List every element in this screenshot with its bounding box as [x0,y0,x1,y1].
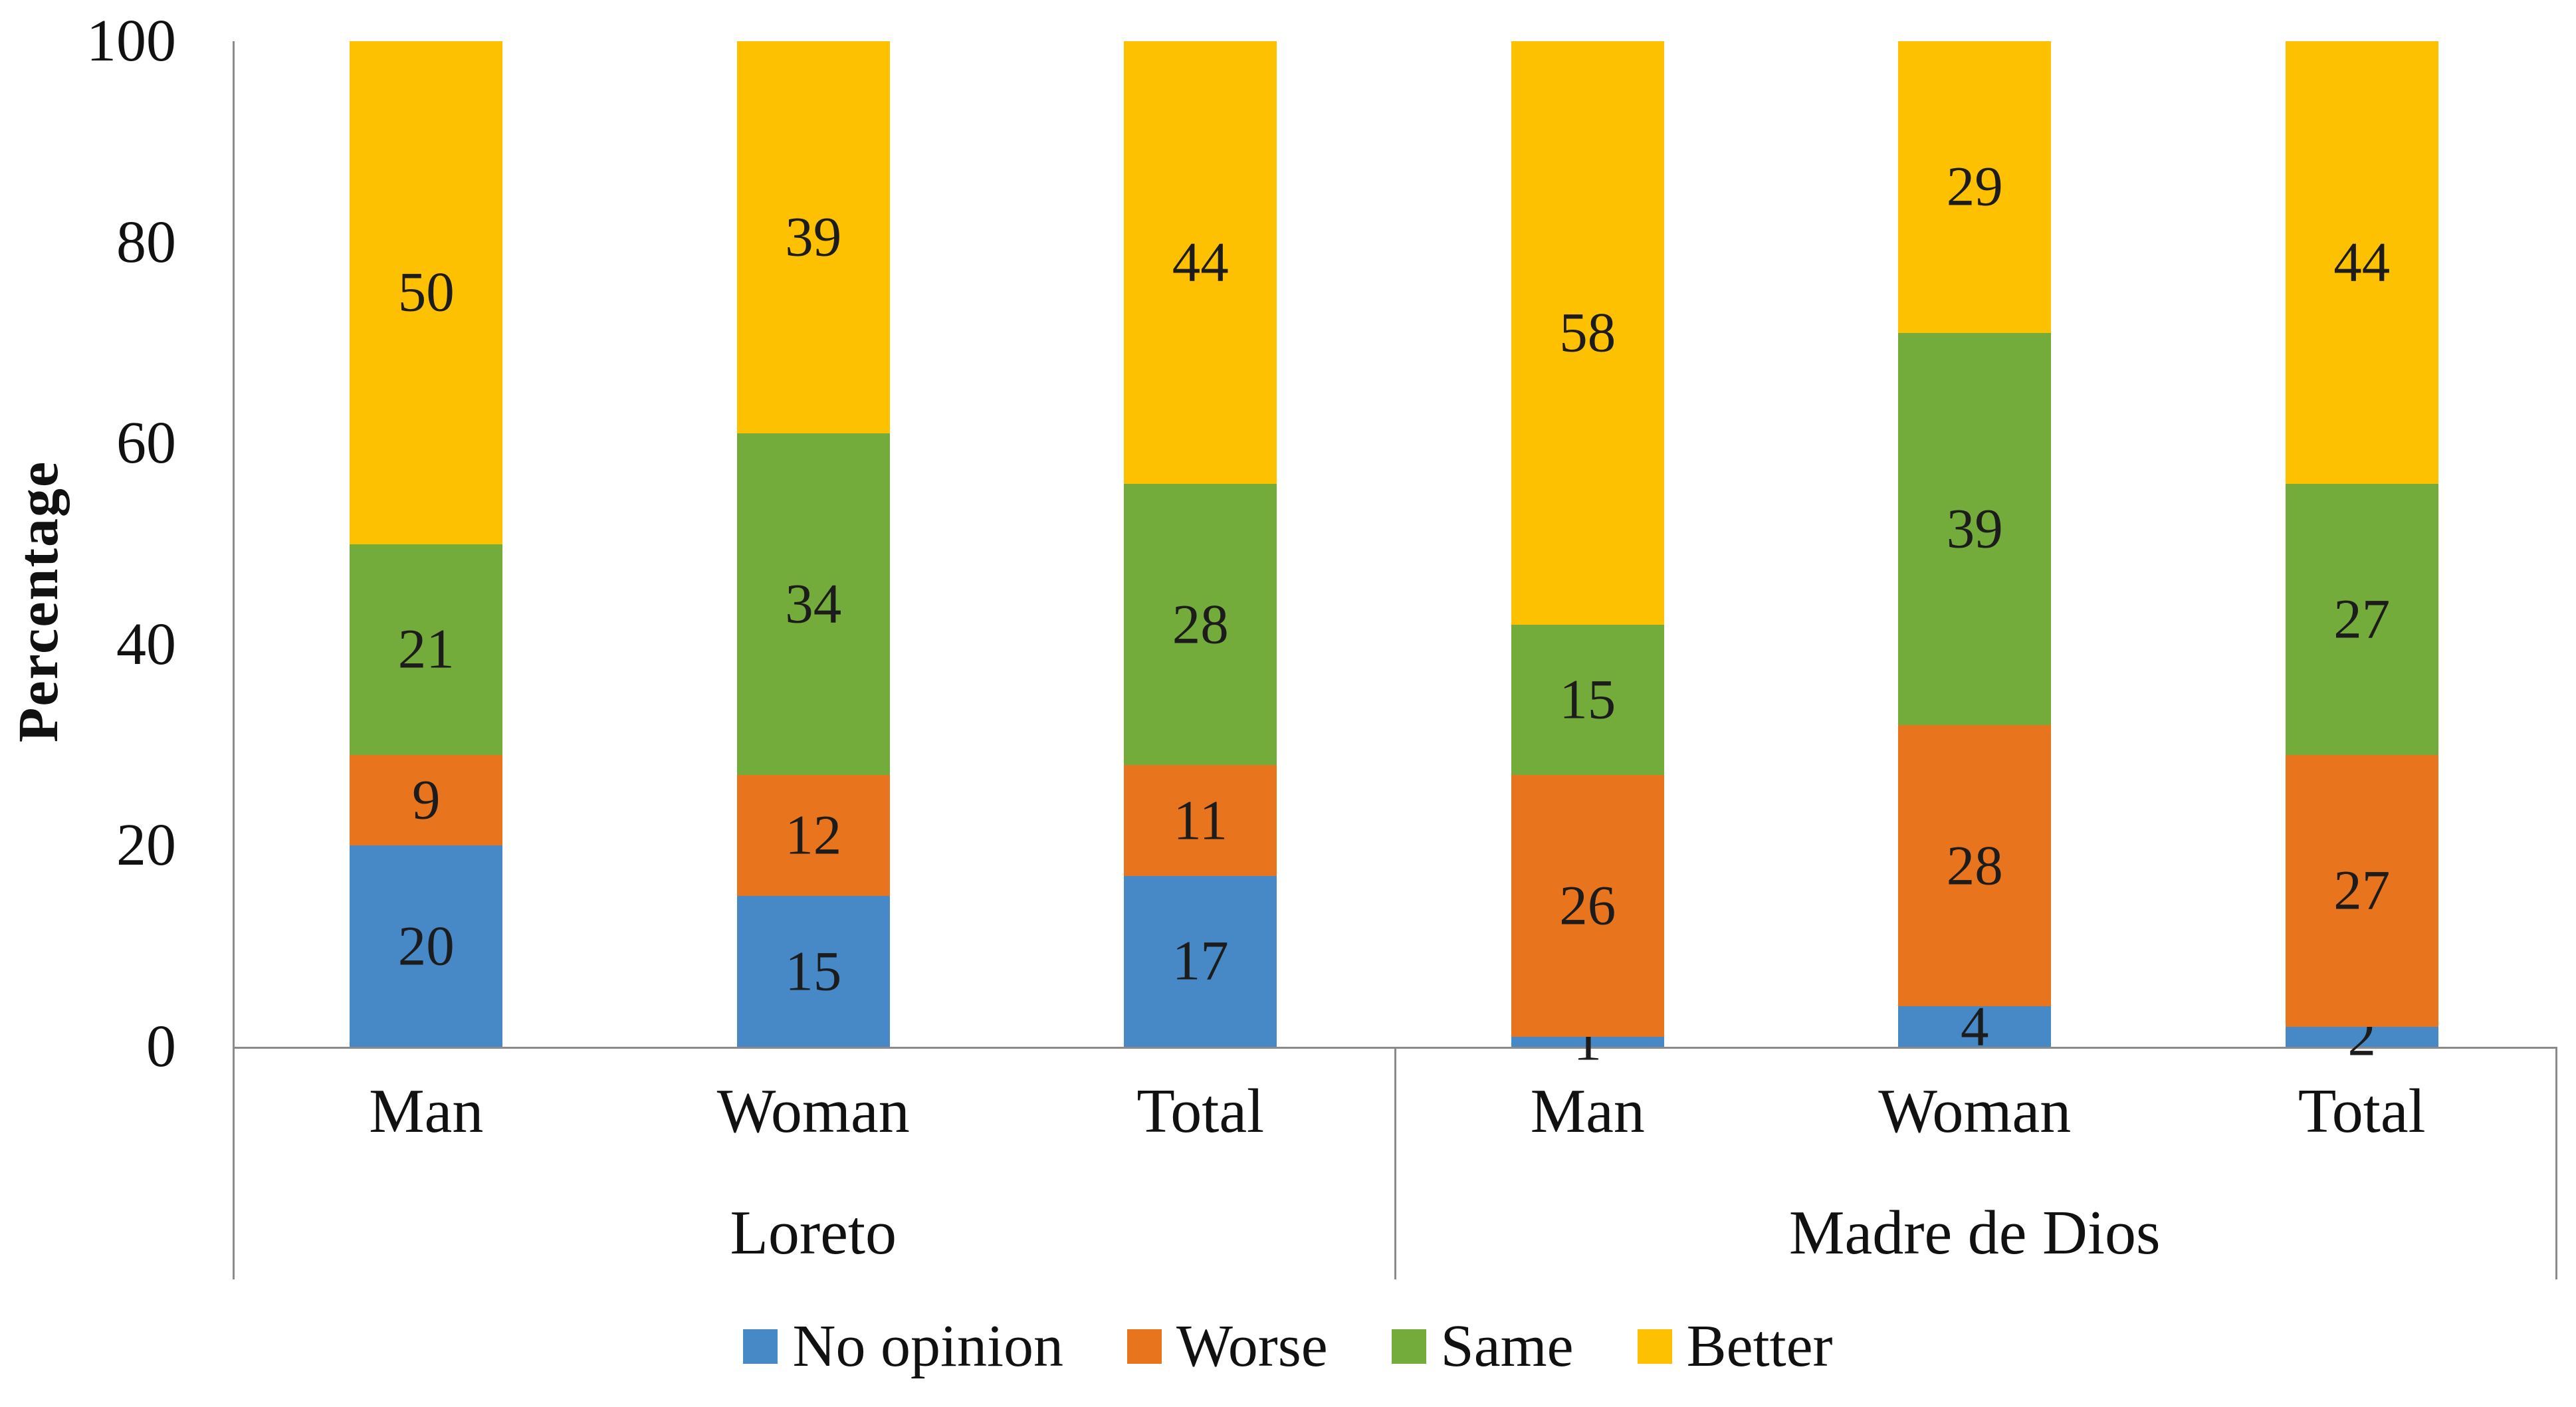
category-label: Total [2298,1077,2426,1146]
y-tick-label: 20 [116,812,176,879]
category-label: Man [1530,1077,1645,1146]
bar-segment-no-opinion: 17 [1124,875,1277,1047]
bar-segment-no-opinion: 2 [2285,1008,2438,1065]
y-tick-label: 60 [116,410,176,477]
bar-segment-value-label: 29 [1946,155,2003,218]
bar-segment-value-label: 39 [785,205,842,269]
bar-segment-value-label: 44 [1172,231,1229,294]
y-tick-label: 0 [146,1014,176,1079]
bar-segment-same: 15 [1511,624,1664,776]
legend-swatch [1637,1329,1672,1364]
category-label: Woman [716,1077,910,1146]
legend-label: Better [1686,1313,1833,1379]
bar-segment-value-label: 27 [2333,588,2391,651]
legend-swatch [1391,1329,1426,1364]
legend-label: No opinion [792,1313,1063,1379]
bar-segment-better: 39 [736,41,890,434]
bar-segment-worse: 26 [1511,775,1664,1037]
bar-segment-same: 39 [1898,332,2052,725]
bar-segment-worse: 12 [736,775,890,897]
legend-swatch [1127,1329,1162,1364]
bar-segment-value-label: 26 [1559,874,1616,937]
legend-swatch [743,1329,778,1364]
bar-segment-value-label: 20 [397,915,455,978]
legend-label: Same [1440,1313,1574,1379]
bar-segment-better: 58 [1511,41,1664,625]
y-tick-label: 80 [116,209,176,275]
category-label: Woman [1878,1077,2072,1146]
y-tick-label: 40 [116,611,176,677]
group-label: Madre de Dios [1788,1198,2161,1267]
bar-segment-worse: 27 [2285,755,2438,1027]
bar-segment-value-label: 28 [1172,593,1229,656]
bar-segment-same: 21 [350,544,503,756]
group-label: Loreto [730,1198,897,1267]
bar-segment-value-label: 21 [397,617,455,681]
bar-segment-value-label: 58 [1559,301,1616,364]
group-divider-line [1394,1047,1396,1279]
bar-segment-value-label: 4 [1961,995,1989,1058]
y-axis-line [233,41,235,1279]
y-tick-label: 100 [86,8,176,74]
bar-segment-no-opinion: 20 [350,845,503,1047]
bar-segment-value-label: 15 [1559,668,1616,731]
bar-segment-value-label: 28 [1946,834,2003,897]
category-label: Man [369,1077,484,1146]
legend-label: Worse [1176,1313,1328,1379]
bar-segment-worse: 9 [350,755,503,846]
bar-segment-same: 27 [2285,483,2438,756]
bar-segment-worse: 28 [1898,724,2052,1007]
bar-segment-value-label: 34 [785,572,842,635]
legend-item-better: Better [1637,1313,1833,1379]
bar-segment-no-opinion: 1 [1511,1013,1664,1069]
bar-segment-better: 44 [1124,41,1277,484]
bar-segment-value-label: 11 [1173,789,1228,852]
y-axis-title: Percentage [6,460,70,743]
right-boundary-line [2555,1047,2557,1279]
bar-segment-worse: 11 [1124,765,1277,876]
bar-segment-value-label: 50 [397,261,455,324]
bar-segment-no-opinion: 4 [1898,998,2052,1055]
bar-segment-better: 29 [1898,41,2052,333]
legend: No opinion Worse Same Better [0,1315,2576,1378]
bar-segment-value-label: 9 [412,768,441,831]
bar-segment-value-label: 12 [785,804,842,867]
bar-segment-same: 28 [1124,483,1277,766]
bar-segment-better: 44 [2285,41,2438,484]
category-label: Total [1136,1077,1265,1146]
bar-segment-same: 34 [736,433,890,776]
bar-segment-value-label: 17 [1172,929,1229,992]
legend-item-no-opinion: No opinion [743,1315,1063,1378]
bar-segment-no-opinion: 15 [736,896,890,1047]
bar-segment-value-label: 27 [2333,859,2391,922]
bar-segment-value-label: 39 [1946,497,2003,560]
bar-segment-value-label: 15 [785,940,842,1003]
legend-item-worse: Worse [1127,1315,1328,1378]
bar-segment-better: 50 [350,41,503,544]
bar-segment-value-label: 44 [2333,231,2391,294]
legend-item-same: Same [1391,1313,1574,1379]
